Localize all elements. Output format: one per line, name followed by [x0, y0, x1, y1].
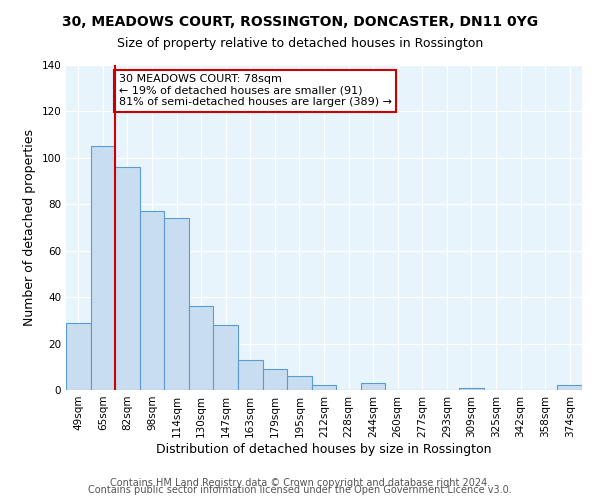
Bar — [287, 376, 312, 390]
Bar — [361, 383, 385, 390]
Bar — [238, 360, 263, 390]
Y-axis label: Number of detached properties: Number of detached properties — [23, 129, 36, 326]
Bar — [140, 212, 164, 390]
Bar — [189, 306, 214, 390]
Text: Contains HM Land Registry data © Crown copyright and database right 2024.: Contains HM Land Registry data © Crown c… — [110, 478, 490, 488]
Bar — [312, 386, 336, 390]
Text: 30 MEADOWS COURT: 78sqm
← 19% of detached houses are smaller (91)
81% of semi-de: 30 MEADOWS COURT: 78sqm ← 19% of detache… — [119, 74, 392, 108]
Bar — [66, 322, 91, 390]
Bar — [214, 325, 238, 390]
Bar — [557, 386, 582, 390]
Text: Size of property relative to detached houses in Rossington: Size of property relative to detached ho… — [117, 38, 483, 51]
Bar — [164, 218, 189, 390]
Bar — [91, 146, 115, 390]
Text: Contains public sector information licensed under the Open Government Licence v3: Contains public sector information licen… — [88, 485, 512, 495]
Bar — [115, 167, 140, 390]
Bar — [459, 388, 484, 390]
X-axis label: Distribution of detached houses by size in Rossington: Distribution of detached houses by size … — [156, 442, 492, 456]
Bar — [263, 369, 287, 390]
Text: 30, MEADOWS COURT, ROSSINGTON, DONCASTER, DN11 0YG: 30, MEADOWS COURT, ROSSINGTON, DONCASTER… — [62, 15, 538, 29]
